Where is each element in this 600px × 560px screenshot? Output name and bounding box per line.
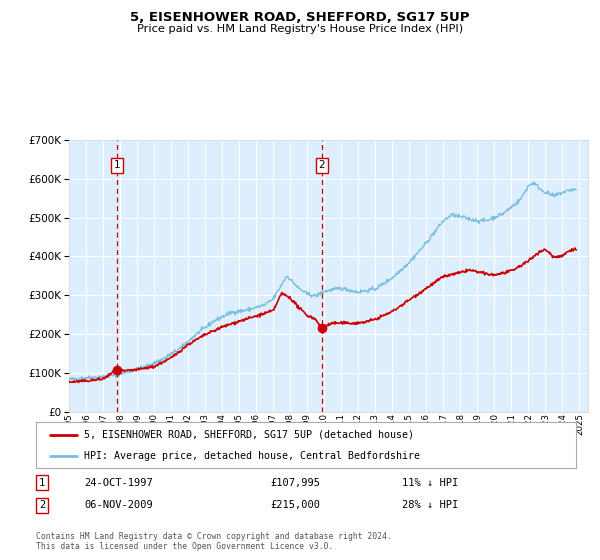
Text: 5, EISENHOWER ROAD, SHEFFORD, SG17 5UP (detached house): 5, EISENHOWER ROAD, SHEFFORD, SG17 5UP (… [83, 430, 413, 440]
Text: 2: 2 [39, 500, 45, 510]
Text: 28% ↓ HPI: 28% ↓ HPI [402, 500, 458, 510]
Text: 2: 2 [319, 160, 325, 170]
Text: 11% ↓ HPI: 11% ↓ HPI [402, 478, 458, 488]
Text: HPI: Average price, detached house, Central Bedfordshire: HPI: Average price, detached house, Cent… [83, 451, 419, 461]
Text: £215,000: £215,000 [270, 500, 320, 510]
Text: 24-OCT-1997: 24-OCT-1997 [84, 478, 153, 488]
Text: 5, EISENHOWER ROAD, SHEFFORD, SG17 5UP: 5, EISENHOWER ROAD, SHEFFORD, SG17 5UP [130, 11, 470, 24]
Text: Contains HM Land Registry data © Crown copyright and database right 2024.
This d: Contains HM Land Registry data © Crown c… [36, 532, 392, 552]
Text: £107,995: £107,995 [270, 478, 320, 488]
Text: 1: 1 [113, 160, 120, 170]
Text: 06-NOV-2009: 06-NOV-2009 [84, 500, 153, 510]
Text: 1: 1 [39, 478, 45, 488]
Text: Price paid vs. HM Land Registry's House Price Index (HPI): Price paid vs. HM Land Registry's House … [137, 24, 463, 34]
